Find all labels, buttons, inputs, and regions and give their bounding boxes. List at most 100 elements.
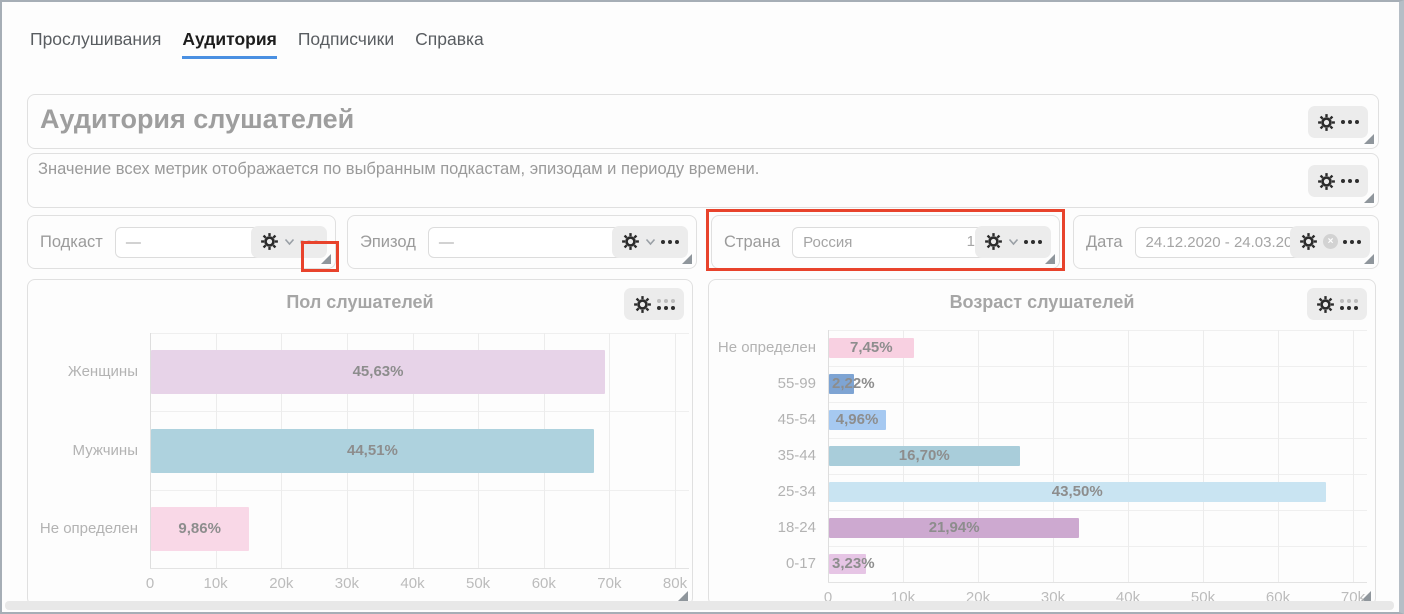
gridline [675, 333, 676, 568]
filter-widget-toolbar [975, 225, 1051, 258]
x-tick-label: 30k [334, 575, 359, 592]
resize-handle[interactable] [1364, 254, 1374, 264]
bar-мужчины[interactable] [151, 428, 594, 473]
gridline [828, 402, 1367, 403]
gear-icon[interactable] [1317, 172, 1336, 191]
gear-icon[interactable] [1316, 295, 1335, 314]
clear-icon[interactable]: × [1323, 234, 1338, 249]
filter-label: Эпизод [360, 232, 416, 251]
podcast-filter-panel: Подкаст — [27, 215, 336, 269]
page-title: Аудитория слушателей [40, 104, 355, 134]
gear-icon[interactable] [621, 232, 640, 251]
x-tick-label: 20k [269, 575, 294, 592]
filter-label: Дата [1086, 232, 1123, 251]
more-dots-icon[interactable] [1024, 239, 1042, 244]
description-text: Значение всех метрик отображается по выб… [38, 160, 760, 178]
category-label: 18-24 [777, 519, 816, 536]
gridline [828, 546, 1367, 547]
bar-value-label: 4,96% [835, 411, 879, 428]
description-panel: Значение всех метрик отображается по выб… [27, 153, 1379, 208]
gridline [1278, 330, 1279, 582]
category-label: 0-17 [785, 555, 816, 572]
gridline [1128, 330, 1129, 582]
bar-value-label: 7,45% [850, 339, 893, 356]
bar-value-label: 44,51% [347, 441, 398, 459]
bar-0-17[interactable] [829, 554, 866, 574]
gear-icon[interactable] [633, 295, 652, 314]
more-dots-icon[interactable] [1343, 239, 1361, 244]
gear-icon[interactable] [984, 232, 1003, 251]
resize-handle[interactable] [1364, 193, 1374, 203]
country-filter-panel: Страна Россия 1 [711, 215, 1060, 269]
more-dots-icon[interactable] [1341, 179, 1359, 183]
bar-не-определен[interactable] [829, 338, 914, 358]
bar-35-44[interactable] [829, 446, 1020, 466]
bar-value-label: 2,22% [832, 375, 875, 392]
chevron-down-icon[interactable] [1008, 238, 1019, 246]
bar-value-label: 45,63% [352, 363, 404, 381]
chevron-down-icon[interactable] [645, 238, 656, 246]
gridline [150, 489, 689, 491]
x-tick-label: 10k [203, 575, 228, 592]
bar-женщины[interactable] [151, 350, 606, 395]
chart-title: Пол слушателей [286, 292, 434, 312]
episode-filter-panel: Эпизод — [347, 215, 697, 269]
gridline [1203, 330, 1204, 582]
gear-icon[interactable] [1317, 113, 1336, 132]
resize-handle[interactable] [678, 591, 688, 601]
tab-4[interactable]: Справка [415, 29, 484, 49]
gear-icon[interactable] [1299, 232, 1318, 251]
age-chart-panel: Возраст слушателей 0 10k 20k 30k 40k 50k 60k 70… [708, 279, 1376, 606]
more-dots-icon[interactable] [661, 239, 679, 244]
bar-value-label: 3,23% [832, 555, 875, 572]
tab-3[interactable]: Подписчики [297, 29, 395, 49]
bar-45-54[interactable] [829, 410, 886, 430]
filter-widget-toolbar: × [1290, 225, 1370, 258]
resize-handle[interactable] [1361, 591, 1371, 601]
gridline [1353, 330, 1354, 582]
drag-handle-dots-icon[interactable] [1340, 298, 1358, 310]
gridline [150, 333, 151, 568]
tab-2-active[interactable]: Аудитория [182, 29, 277, 59]
bar-25-34[interactable] [829, 482, 1326, 502]
bar-value-label: 9,86% [178, 519, 221, 537]
horizontal-scrollbar[interactable] [5, 601, 1394, 610]
annotation-box-country-filter [706, 209, 1065, 271]
bar-18-24[interactable] [829, 518, 1080, 538]
x-tick-label: 70k [597, 575, 622, 592]
description-widget-toolbar [1308, 165, 1368, 197]
gridline [828, 366, 1367, 367]
gridline [609, 333, 611, 568]
chevron-down-icon[interactable] [284, 238, 295, 246]
selected-count-badge: 1 [966, 232, 975, 250]
bar-value-label: 16,70% [898, 447, 950, 464]
gridline [828, 330, 1367, 331]
bar-не-определен[interactable] [151, 506, 249, 551]
gender-chart-panel: Пол слушателей 0 10k 20k 30k 40k 50k 60k 70k 80k… [27, 279, 693, 606]
bar-value-label: 43,50% [1051, 483, 1103, 500]
title-panel: Аудитория слушателей [27, 94, 1379, 149]
gridline [150, 333, 689, 334]
annotation-box-podcast-resize [301, 241, 339, 272]
category-label: Не определен [39, 519, 138, 537]
gridline [150, 411, 689, 413]
filter-label: Подкаст [40, 232, 103, 251]
resize-handle[interactable] [1045, 254, 1055, 264]
chart-title: Возраст слушателей [949, 292, 1135, 312]
tab-bar: Прослушивания Аудитория Подписчики Справка [30, 29, 484, 59]
category-label: Женщины [67, 363, 138, 381]
resize-handle[interactable] [682, 254, 692, 264]
bar-55-99[interactable] [829, 374, 855, 394]
drag-handle-dots-icon[interactable] [657, 298, 675, 310]
resize-handle[interactable] [321, 254, 331, 264]
x-tick-label: 60k [531, 575, 556, 592]
gridline [828, 438, 1367, 439]
resize-handle[interactable] [1364, 134, 1374, 144]
gridline [150, 568, 689, 569]
more-dots-icon[interactable] [1341, 120, 1359, 124]
tab-1[interactable]: Прослушивания [30, 29, 162, 49]
x-tick-label: 0 [145, 575, 155, 592]
gridline [828, 510, 1367, 511]
gear-icon[interactable] [260, 232, 279, 251]
